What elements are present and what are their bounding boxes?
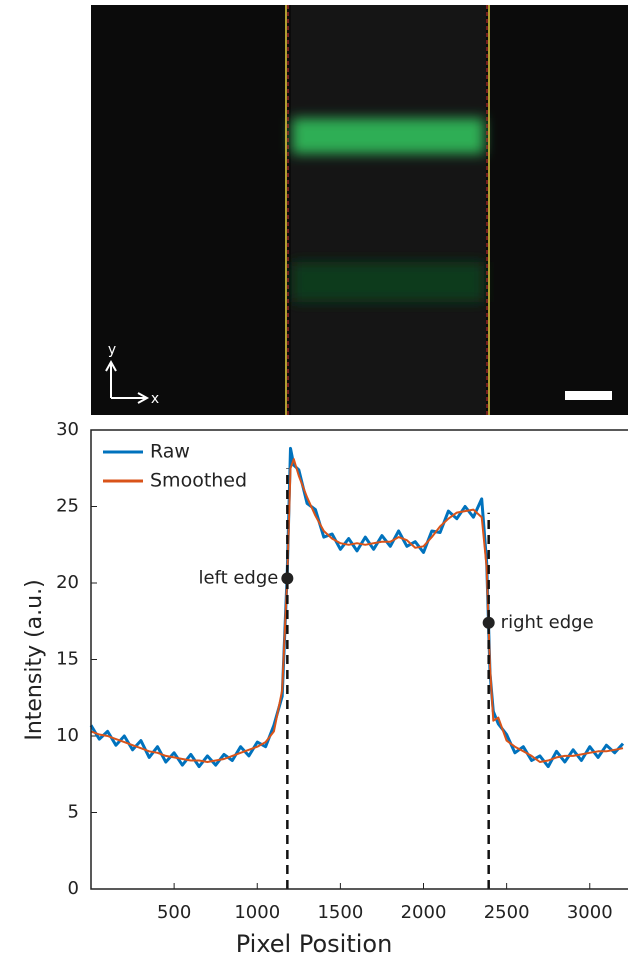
y-tick-label: 25 (56, 496, 79, 517)
annotation: left edge (198, 567, 278, 588)
series-line (91, 459, 623, 762)
x-tick-label: 3000 (567, 902, 613, 923)
legend-label: Raw (150, 441, 190, 463)
edge-marker (281, 572, 293, 584)
image-x-label: x (151, 391, 159, 407)
axes-frame (91, 430, 628, 889)
y-tick-label: 30 (56, 419, 79, 440)
y-tick-label: 10 (56, 725, 79, 746)
faint-band (292, 262, 484, 302)
figure: y x Pixel Position Intensity (a.u.) 0 5 10… (0, 0, 628, 962)
image-y-label: y (108, 342, 116, 358)
y-tick-label: 20 (56, 572, 79, 593)
y-tick-label: 0 (68, 878, 79, 899)
x-tick-label: 2500 (484, 902, 530, 923)
scale-bar (565, 391, 612, 400)
edge-marker (483, 617, 495, 629)
x-tick-label: 500 (157, 902, 191, 923)
chart: Pixel Position Intensity (a.u.) 0 5 10 15 20… (22, 419, 628, 958)
annotation: right edge (501, 612, 594, 633)
x-tick-label: 1000 (234, 902, 280, 923)
series-line (91, 448, 623, 766)
x-tick-label: 1500 (317, 902, 363, 923)
y-axis-title: Intensity (a.u.) (22, 579, 47, 740)
y-tick-label: 15 (56, 649, 79, 670)
legend-label: Smoothed (150, 470, 247, 492)
channel (291, 5, 486, 415)
y-tick-label: 5 (68, 802, 79, 823)
x-tick-label: 2000 (401, 902, 447, 923)
green-band (292, 118, 484, 154)
micrograph: y x (91, 5, 628, 415)
x-axis-title: Pixel Position (236, 930, 393, 958)
